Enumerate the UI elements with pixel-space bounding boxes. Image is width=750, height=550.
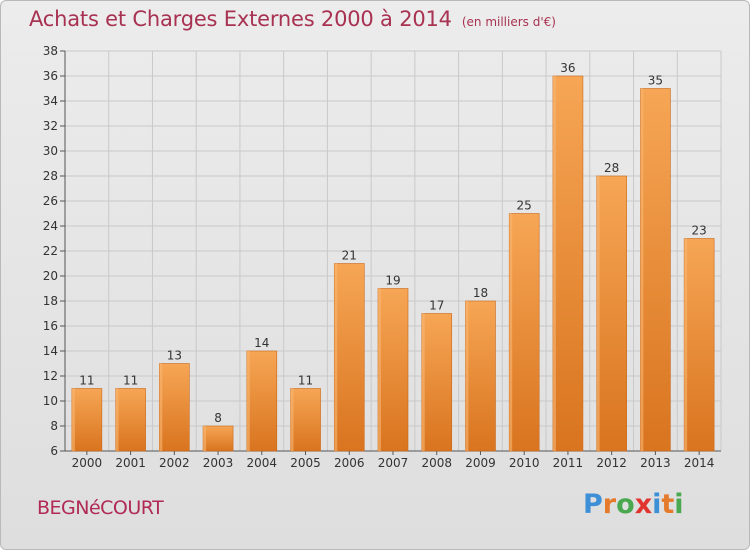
bar-value-label: 14: [254, 336, 269, 350]
bar-highlight: [465, 301, 469, 451]
x-tick-label: 2014: [684, 456, 715, 470]
bar-2009: [465, 300, 496, 452]
bar-2004: [246, 350, 278, 452]
bars: [71, 75, 715, 452]
logo-letter: x: [634, 489, 653, 520]
chart-title-text: Achats et Charges Externes 2000 à 2014: [29, 7, 452, 31]
labels: 6 8 10 12 14 16 18 20 22 24 26 28 30 32 34 36 38 11 2000 11…: [43, 44, 715, 470]
y-tick-label: 10: [43, 394, 58, 408]
x-tick-label: 2012: [596, 456, 627, 470]
bar-value-label: 28: [604, 161, 619, 175]
y-tick-label: 30: [43, 144, 58, 158]
x-tick-label: 2007: [378, 456, 409, 470]
bar-2006: [333, 263, 365, 452]
x-tick-label: 2011: [553, 456, 584, 470]
bar-value-label: 17: [429, 299, 444, 313]
bar-highlight: [159, 363, 163, 451]
bar-highlight: [684, 238, 688, 451]
logo-letter: i: [674, 489, 684, 520]
bar-2001: [115, 388, 146, 452]
y-tick-label: 8: [50, 419, 58, 433]
bar-2007: [377, 288, 409, 452]
x-tick-label: 2008: [421, 456, 452, 470]
bar-2002: [159, 363, 190, 452]
bar-highlight: [640, 88, 644, 451]
y-tick-label: 36: [43, 69, 58, 83]
bar-highlight: [71, 388, 75, 451]
logo-letter: t: [661, 489, 675, 520]
y-tick-label: 38: [43, 44, 58, 58]
x-tick-label: 2006: [334, 456, 365, 470]
chart-unit-note: (en milliers d'€): [461, 15, 556, 29]
y-tick-label: 12: [43, 369, 58, 383]
bar-value-label: 11: [298, 374, 313, 388]
bar-2010: [508, 213, 540, 452]
x-tick-label: 2001: [115, 456, 146, 470]
bar-2011: [552, 75, 584, 452]
x-tick-label: 2013: [640, 456, 671, 470]
bar-highlight: [552, 76, 556, 451]
bar-value-label: 18: [473, 286, 488, 300]
bar-highlight: [115, 388, 119, 451]
x-tick-label: 2009: [465, 456, 496, 470]
bar-highlight: [246, 351, 250, 451]
bar-2012: [596, 175, 627, 452]
bar-2014: [683, 238, 715, 452]
y-tick-label: 16: [43, 319, 58, 333]
logo-letter: r: [602, 489, 617, 520]
logo-letter: o: [616, 489, 635, 520]
bar-value-label: 23: [691, 224, 706, 238]
y-tick-label: 26: [43, 194, 58, 208]
x-tick-label: 2002: [159, 456, 190, 470]
bar-2000: [71, 388, 103, 452]
y-tick-label: 28: [43, 169, 58, 183]
y-tick-label: 24: [43, 219, 58, 233]
bar-highlight: [421, 313, 425, 451]
bar-2008: [421, 313, 453, 452]
x-tick-label: 2010: [509, 456, 540, 470]
bar-value-label: 21: [342, 249, 357, 263]
bar-value-label: 13: [167, 349, 182, 363]
bar-value-label: 8: [214, 411, 222, 425]
bar-2013: [640, 88, 671, 452]
bar-value-label: 11: [123, 374, 138, 388]
bar-highlight: [334, 263, 338, 451]
x-tick-label: 2004: [247, 456, 278, 470]
x-tick-label: 2000: [72, 456, 103, 470]
bar-value-label: 35: [648, 74, 663, 88]
x-tick-label: 2003: [203, 456, 234, 470]
chart-title: Achats et Charges Externes 2000 à 2014 (e…: [29, 7, 556, 31]
bar-2005: [290, 388, 321, 452]
y-tick-label: 20: [43, 269, 58, 283]
bar-highlight: [203, 426, 207, 451]
y-tick-label: 22: [43, 244, 58, 258]
bar-value-label: 25: [517, 199, 532, 213]
logo-letter: P: [583, 489, 603, 520]
y-tick-label: 6: [50, 444, 58, 458]
bar-2003: [202, 425, 234, 452]
place-name: BEGNéCOURT: [37, 497, 164, 519]
bar-highlight: [596, 176, 600, 451]
x-tick-label: 2005: [290, 456, 321, 470]
bar-highlight: [509, 213, 513, 451]
proxiti-logo: Proxiti: [583, 489, 684, 520]
logo-letter: i: [652, 489, 662, 520]
bar-value-label: 36: [560, 61, 575, 75]
y-tick-label: 14: [43, 344, 58, 358]
bar-highlight: [290, 388, 294, 451]
y-tick-label: 32: [43, 119, 58, 133]
bar-value-label: 19: [385, 274, 400, 288]
bar-highlight: [378, 288, 381, 451]
y-tick-label: 34: [43, 94, 58, 108]
y-tick-label: 18: [43, 294, 58, 308]
bar-value-label: 11: [79, 374, 94, 388]
